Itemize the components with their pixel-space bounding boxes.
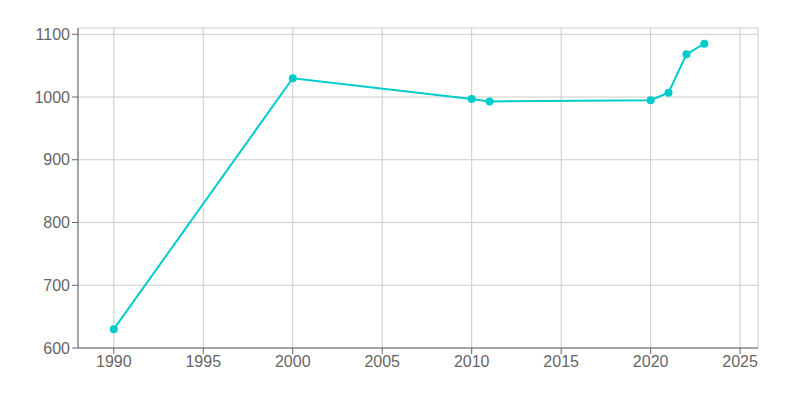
svg-text:2010: 2010 xyxy=(454,353,490,370)
svg-text:1995: 1995 xyxy=(185,353,221,370)
svg-text:800: 800 xyxy=(43,214,70,231)
svg-text:2000: 2000 xyxy=(275,353,311,370)
svg-text:600: 600 xyxy=(43,340,70,357)
svg-text:900: 900 xyxy=(43,151,70,168)
svg-text:2020: 2020 xyxy=(633,353,669,370)
svg-text:2005: 2005 xyxy=(364,353,400,370)
svg-text:2025: 2025 xyxy=(722,353,758,370)
svg-text:1990: 1990 xyxy=(96,353,132,370)
svg-text:1000: 1000 xyxy=(34,89,70,106)
svg-text:2015: 2015 xyxy=(543,353,579,370)
svg-text:1100: 1100 xyxy=(36,26,71,43)
svg-text:700: 700 xyxy=(43,277,70,294)
